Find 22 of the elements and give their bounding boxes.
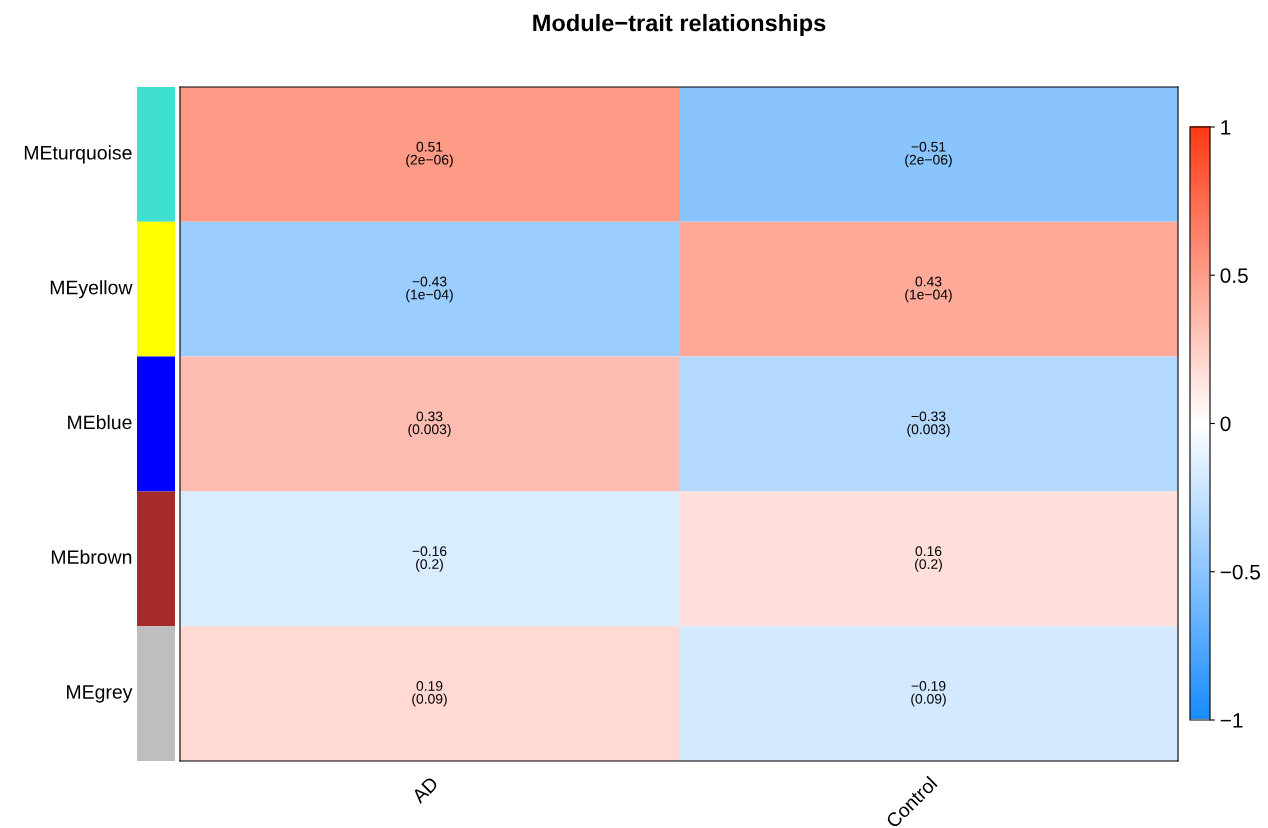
y-tick-label: MEturquoise — [24, 145, 132, 164]
color-bar-label: 0.5 — [1220, 268, 1248, 283]
y-tick-label: MEbrown — [51, 549, 132, 565]
data-label: −0.33 (0.003) — [907, 411, 950, 437]
data-label: 0.16 (0.2) — [915, 546, 942, 572]
x-tick-label: AD — [410, 776, 439, 804]
color-bar-label: 0 — [1220, 416, 1231, 432]
y-tick-label: MEgrey — [67, 685, 133, 703]
data-label: 0.43 (1e−04) — [905, 276, 952, 303]
data-label: −0.19 (0.09) — [911, 681, 946, 707]
color-bar-label: −0.5 — [1220, 564, 1260, 580]
data-label: −0.16 (0.2) — [412, 546, 447, 572]
data-label: −0.51 (2e−06) — [905, 141, 952, 168]
data-label: 0.19 (0.09) — [412, 681, 447, 707]
y-tick-label: MEyellow — [50, 280, 133, 299]
data-label: 0.33 (0.003) — [408, 411, 451, 437]
data-label: 0.51 (2e−06) — [406, 141, 453, 168]
color-bar-label: −1 — [1220, 713, 1243, 728]
data-label: −0.43 (1e−04) — [406, 276, 453, 303]
chart-title: Module−trait relationships — [533, 14, 826, 37]
color-bar-label: 1 — [1221, 120, 1231, 135]
y-tick-label: MEblue — [68, 414, 132, 430]
